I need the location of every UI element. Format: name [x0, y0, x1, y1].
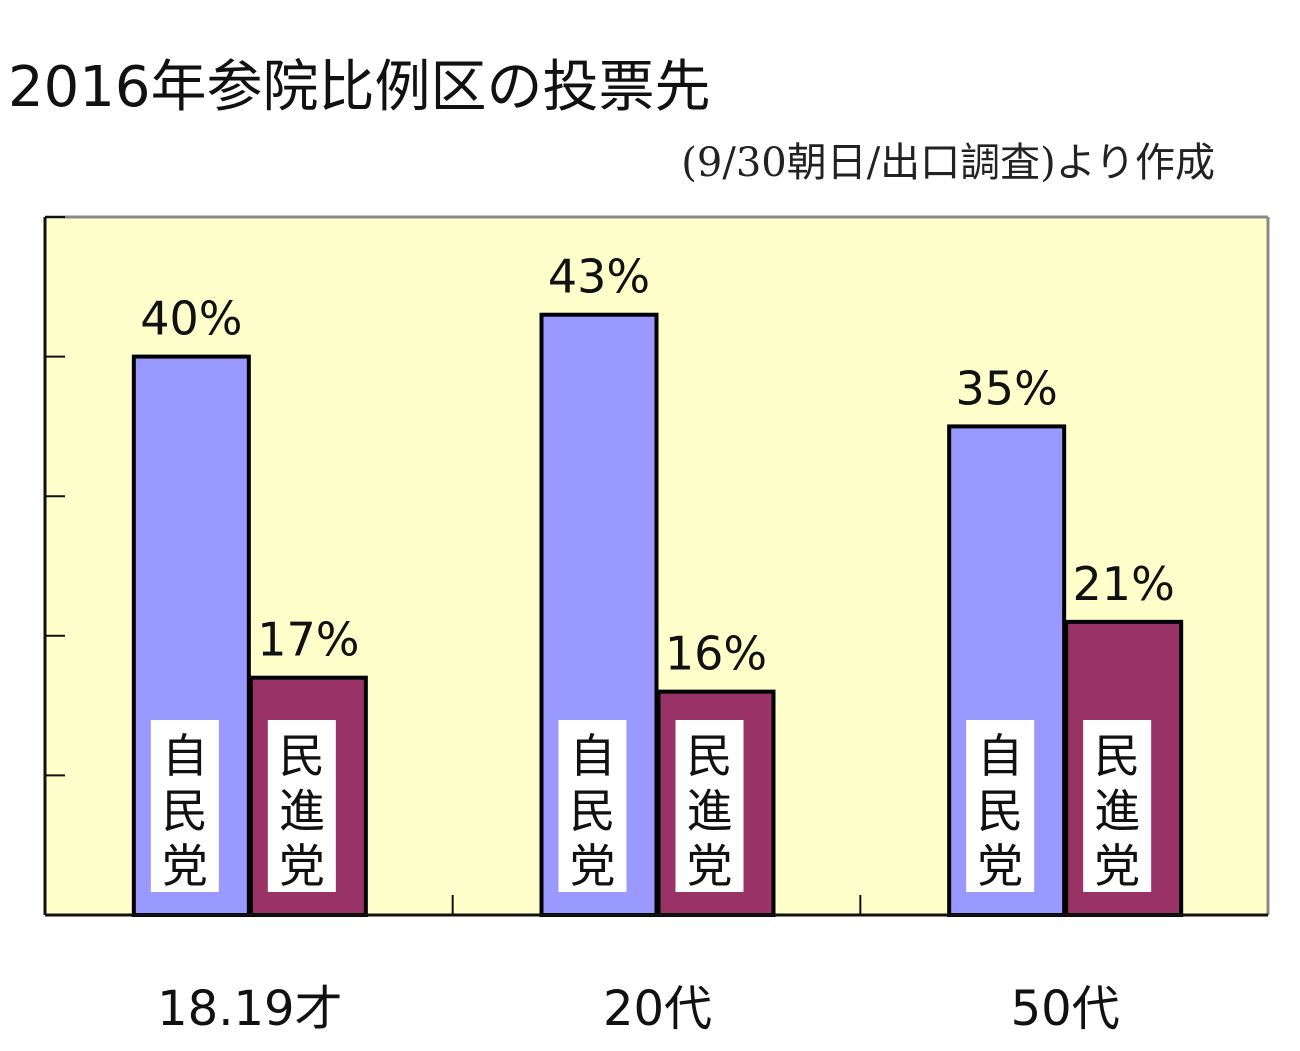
series-label-char: 民 [162, 784, 208, 838]
series-label-box [150, 720, 219, 892]
series-label-char: 党 [162, 839, 208, 893]
series-label-char: 自 [977, 729, 1023, 783]
data-label: 17% [257, 613, 359, 667]
data-label: 35% [956, 361, 1058, 415]
series-label-box [675, 720, 744, 892]
series-label-char: 自 [162, 729, 208, 783]
series-label-char: 進 [1094, 784, 1140, 838]
series-label-char: 民 [570, 784, 616, 838]
series-label-box [267, 720, 336, 892]
series-label-char: 民 [279, 729, 325, 783]
series-label-char: 党 [687, 839, 733, 893]
series-label-box [558, 720, 627, 892]
series-label-char: 民 [977, 784, 1023, 838]
data-label: 16% [665, 627, 767, 681]
series-label-char: 党 [977, 839, 1023, 893]
x-tick-label: 50代 [1011, 981, 1120, 1037]
data-label: 43% [548, 250, 650, 304]
data-label: 40% [140, 292, 242, 346]
data-label: 21% [1073, 557, 1175, 611]
series-label-char: 進 [687, 784, 733, 838]
series-label-box [966, 720, 1035, 892]
x-tick-label: 20代 [603, 981, 712, 1037]
series-label-char: 党 [279, 839, 325, 893]
series-label-box [1083, 720, 1152, 892]
series-label-char: 進 [279, 784, 325, 838]
x-tick-label: 18.19才 [157, 981, 342, 1037]
chart-subtitle: (9/30朝日/出口調査)より作成 [681, 140, 1215, 186]
series-label-char: 党 [570, 839, 616, 893]
series-label-char: 党 [1094, 839, 1140, 893]
chart-title: 2016年参院比例区の投票先 [8, 55, 711, 120]
series-label-char: 自 [570, 729, 616, 783]
series-label-char: 民 [687, 729, 733, 783]
series-label-char: 民 [1094, 729, 1140, 783]
